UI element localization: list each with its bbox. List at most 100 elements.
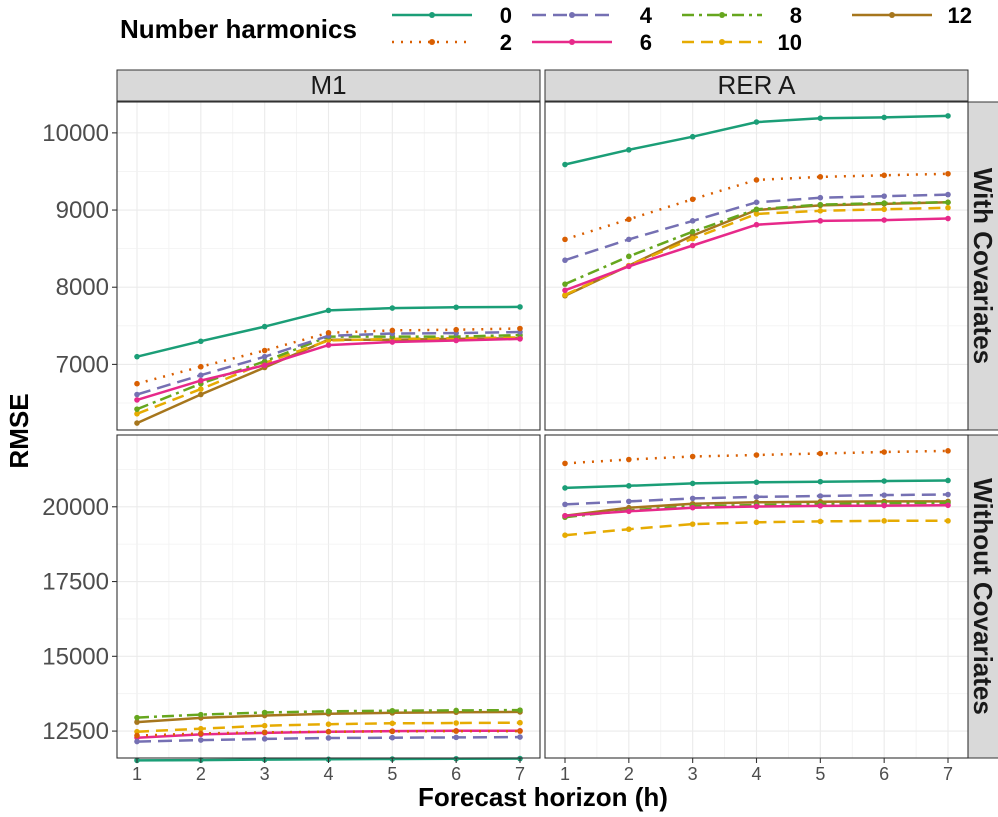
data-point-6 xyxy=(817,218,824,224)
data-point-4 xyxy=(753,199,760,206)
data-point-6 xyxy=(626,508,632,515)
data-point-2 xyxy=(198,363,204,370)
legend-entry-2: 2 xyxy=(392,30,512,55)
data-point-4 xyxy=(198,372,204,379)
legend-label-10: 10 xyxy=(778,30,802,55)
data-point-10 xyxy=(134,728,140,735)
data-point-8 xyxy=(134,714,140,721)
data-point-4 xyxy=(261,353,268,360)
legend-marker-2 xyxy=(429,39,435,45)
panel-0-1 xyxy=(545,102,968,430)
data-point-0 xyxy=(626,147,632,153)
data-point-6 xyxy=(753,503,760,510)
legend-marker-0 xyxy=(429,12,435,18)
data-point-8 xyxy=(134,406,140,412)
panels: M1 RER A With Covariates Without Covariates xyxy=(116,69,998,764)
panel-series-1-1 xyxy=(562,448,951,538)
legend-label-4: 4 xyxy=(640,3,653,28)
axes: Forecast horizon (h) RMSE 7000 8000 9000 10… xyxy=(4,120,953,812)
data-point-0 xyxy=(562,161,568,168)
x-tick-label: 7 xyxy=(515,764,525,784)
y-axis-title: RMSE xyxy=(4,393,34,468)
data-point-6 xyxy=(626,263,632,270)
y-tick-label: 17500 xyxy=(42,569,109,596)
legend-entry-0: 0 xyxy=(392,3,512,28)
data-point-8 xyxy=(817,201,824,208)
legend-marker-4 xyxy=(569,12,575,18)
data-point-10 xyxy=(389,720,396,727)
data-point-0 xyxy=(689,133,696,140)
data-point-4 xyxy=(198,737,204,743)
data-point-10 xyxy=(626,526,632,533)
panel-border xyxy=(544,101,969,431)
data-point-2 xyxy=(945,448,951,454)
data-point-2 xyxy=(134,380,140,387)
data-point-0 xyxy=(689,480,696,487)
legend-label-6: 6 xyxy=(640,30,652,55)
data-point-8 xyxy=(517,707,523,713)
data-point-8 xyxy=(753,206,760,213)
data-point-0 xyxy=(945,477,951,484)
panel-0-0 xyxy=(117,102,540,430)
legend-marker-12 xyxy=(889,12,895,18)
x-tick-label: 1 xyxy=(560,764,570,784)
data-point-10 xyxy=(881,206,887,213)
legend-entry-6: 6 xyxy=(532,30,652,55)
x-tick-label: 3 xyxy=(260,764,270,784)
row-strip-label-0: With Covariates xyxy=(968,168,998,364)
column-strip-label-0: M1 xyxy=(310,70,346,100)
data-point-10 xyxy=(562,292,568,298)
data-point-6 xyxy=(881,217,887,223)
data-point-8 xyxy=(261,358,268,365)
y-tick-label: 9000 xyxy=(56,197,109,224)
data-point-2 xyxy=(453,728,459,734)
legend-entry-8: 8 xyxy=(682,3,802,28)
data-point-0 xyxy=(134,353,140,360)
data-point-10 xyxy=(562,532,568,538)
data-point-4 xyxy=(134,391,140,398)
data-point-6 xyxy=(689,504,696,511)
x-tick-label: 5 xyxy=(387,764,397,784)
legend-label-12: 12 xyxy=(948,3,972,28)
data-point-2 xyxy=(562,236,568,243)
legend-label-2: 2 xyxy=(500,30,512,55)
x-axis-title: Forecast horizon (h) xyxy=(418,782,668,812)
data-point-2 xyxy=(517,325,523,332)
data-point-10 xyxy=(689,521,696,527)
data-point-0 xyxy=(753,479,760,486)
data-point-10 xyxy=(261,722,268,729)
y-tick-label: 7000 xyxy=(56,351,109,378)
data-point-6 xyxy=(325,342,332,348)
data-point-2 xyxy=(198,730,204,737)
data-point-10 xyxy=(881,518,887,524)
data-point-10 xyxy=(817,208,824,214)
data-point-10 xyxy=(945,204,951,211)
data-point-0 xyxy=(817,115,824,122)
data-point-10 xyxy=(453,720,459,726)
data-point-2 xyxy=(325,329,332,336)
data-point-6 xyxy=(453,337,459,344)
panel-series-0-1 xyxy=(562,113,951,299)
data-point-8 xyxy=(945,199,951,206)
data-point-12 xyxy=(134,420,140,426)
data-point-4 xyxy=(261,736,268,742)
data-point-6 xyxy=(562,287,568,294)
legend-entry-12: 12 xyxy=(852,3,972,28)
data-point-4 xyxy=(689,218,696,224)
x-tick-label: 2 xyxy=(624,764,634,784)
data-point-4 xyxy=(817,493,824,499)
data-point-4 xyxy=(134,738,140,745)
panel-1-1 xyxy=(545,435,968,758)
row-strip-0 xyxy=(967,101,998,431)
legend-label-0: 0 xyxy=(500,3,512,28)
data-point-4 xyxy=(562,501,568,508)
data-point-6 xyxy=(945,502,951,509)
data-point-8 xyxy=(626,253,632,260)
x-tick-label: 4 xyxy=(751,764,761,784)
y-tick-label: 10000 xyxy=(42,120,109,147)
data-point-4 xyxy=(817,194,824,201)
data-point-0 xyxy=(945,113,951,119)
legend-marker-10 xyxy=(719,39,725,45)
